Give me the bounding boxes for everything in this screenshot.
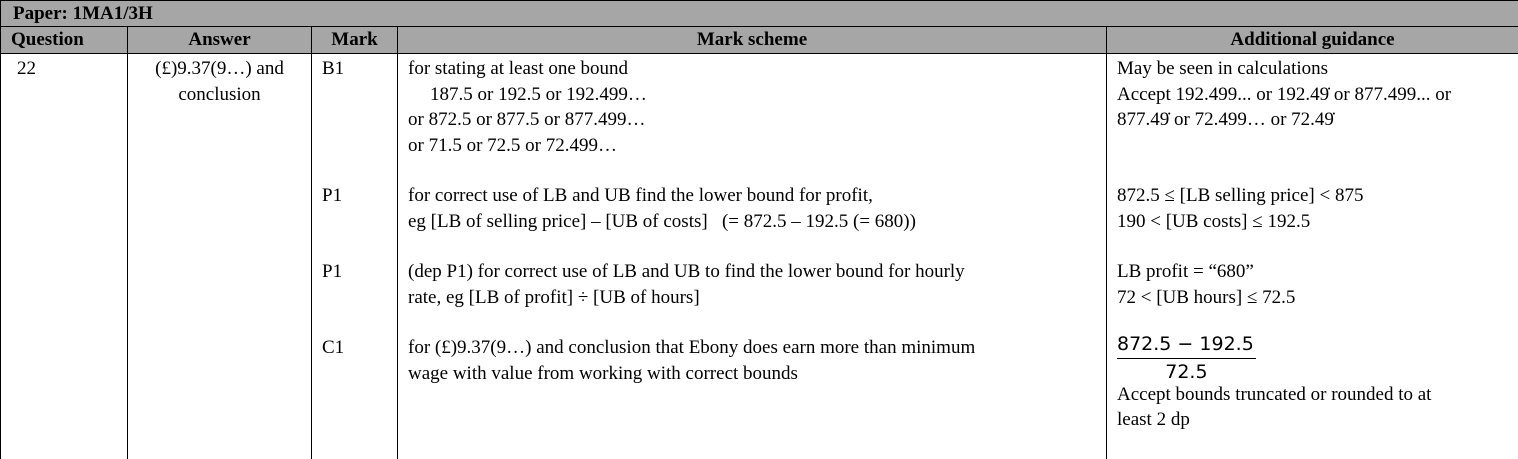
scheme-p1: for correct use of LB and UB find the lo… <box>408 183 1106 259</box>
scheme-line: for correct use of LB and UB find the lo… <box>408 183 1106 209</box>
header-row: Question Answer Mark Mark scheme Additio… <box>1 27 1518 54</box>
guidance-line: least 2 dp <box>1117 407 1518 433</box>
guidance-line: 190 < [UB costs] ≤ 192.5 <box>1117 209 1518 235</box>
scheme-line: for stating at least one bound <box>408 56 1106 82</box>
mark-p1: P1 <box>322 183 397 259</box>
guidance-cell: May be seen in calculations Accept 192.4… <box>1107 54 1518 459</box>
bounds-fraction: 872.5 − 192.5 72.5 <box>1117 331 1256 385</box>
guidance-line: May be seen in calculations <box>1117 56 1518 82</box>
scheme-p1-dep: (dep P1) for correct use of LB and UB to… <box>408 259 1106 335</box>
header-guidance: Additional guidance <box>1107 27 1518 54</box>
scheme-line: or 872.5 or 877.5 or 877.499… <box>408 107 1106 133</box>
header-mark: Mark <box>312 27 398 54</box>
scheme-line: 187.5 or 192.5 or 192.499… <box>408 82 1106 108</box>
question-number: 22 <box>1 54 128 459</box>
mark-c1: C1 <box>322 335 397 361</box>
mark-b1: B1 <box>322 56 397 183</box>
scheme-line: rate, eg [LB of profit] ÷ [UB of hours] <box>408 285 1106 311</box>
guidance-line: LB profit = “680” <box>1117 259 1518 285</box>
answer-line: (£)9.37(9…) and <box>128 56 311 82</box>
guidance-line: 877.49̇ or 72.499… or 72.49̇ <box>1117 107 1518 133</box>
guidance-line: Accept bounds truncated or rounded to at <box>1117 382 1518 408</box>
guidance-p1: 872.5 ≤ [LB selling price] < 875 190 < [… <box>1117 183 1518 259</box>
guidance-line: Accept 192.499... or 192.49̇ or 877.499.… <box>1117 82 1518 108</box>
guidance-b1: May be seen in calculations Accept 192.4… <box>1117 56 1518 183</box>
guidance-p1-dep: LB profit = “680” 72 < [UB hours] ≤ 72.5 <box>1117 259 1518 331</box>
header-question: Question <box>1 27 128 54</box>
scheme-line: (dep P1) for correct use of LB and UB to… <box>408 259 1106 285</box>
scheme-c1: for (£)9.37(9…) and conclusion that Ebon… <box>408 335 1106 386</box>
scheme-line: eg [LB of selling price] – [UB of costs]… <box>408 209 1106 235</box>
scheme-b1: for stating at least one bound 187.5 or … <box>408 56 1106 183</box>
fraction-numerator: 872.5 − 192.5 <box>1117 331 1256 359</box>
answer-cell: (£)9.37(9…) and conclusion <box>128 54 312 459</box>
header-mark-scheme: Mark scheme <box>398 27 1107 54</box>
question-row: 22 (£)9.37(9…) and conclusion B1 P1 P1 C… <box>1 54 1518 459</box>
mark-scheme-cell: for stating at least one bound 187.5 or … <box>398 54 1107 459</box>
scheme-line: for (£)9.37(9…) and conclusion that Ebon… <box>408 335 1106 361</box>
paper-title-row: Paper: 1MA1/3H <box>1 1 1518 27</box>
mark-p1-dep: P1 <box>322 259 397 335</box>
scheme-line: or 71.5 or 72.5 or 72.499… <box>408 133 1106 159</box>
guidance-c1: 872.5 − 192.5 72.5 Accept bounds truncat… <box>1117 331 1518 433</box>
scheme-line: wage with value from working with correc… <box>408 361 1106 387</box>
header-answer: Answer <box>128 27 312 54</box>
answer-line: conclusion <box>128 82 311 108</box>
paper-title: Paper: 1MA1/3H <box>1 1 1518 27</box>
guidance-line: 72 < [UB hours] ≤ 72.5 <box>1117 285 1518 311</box>
mark-cell: B1 P1 P1 C1 <box>312 54 398 459</box>
guidance-line: 872.5 ≤ [LB selling price] < 875 <box>1117 183 1518 209</box>
